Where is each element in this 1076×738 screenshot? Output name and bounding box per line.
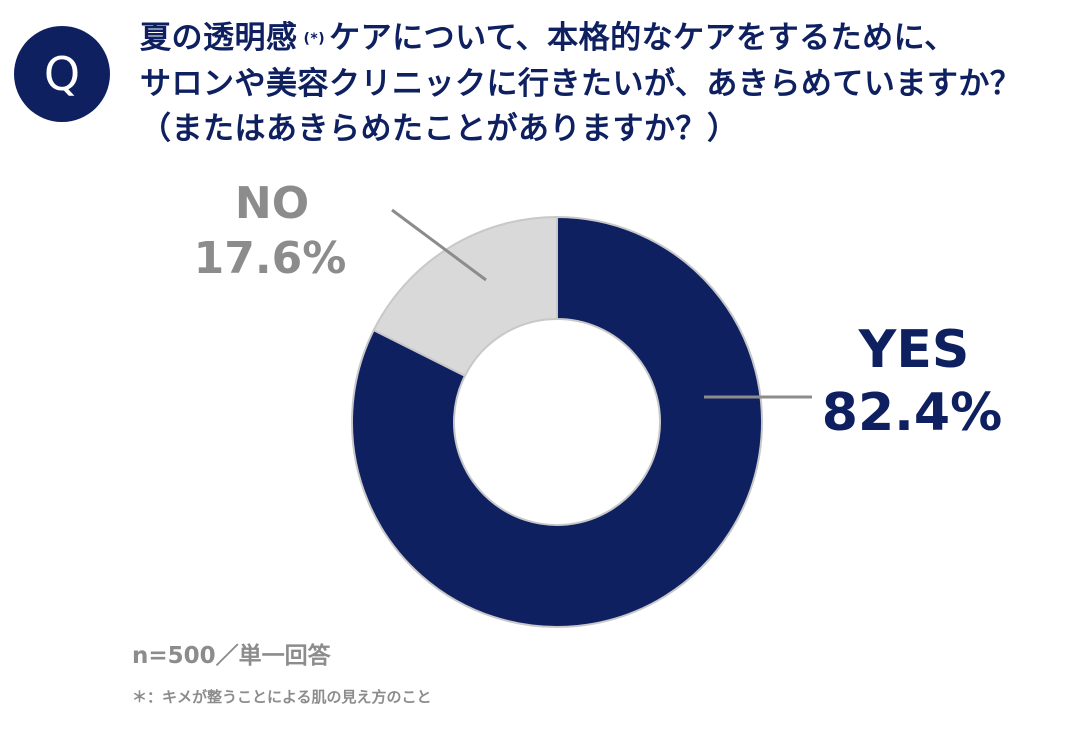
donut-slice-yes (351, 215, 763, 628)
question-line-1: 夏の透明感 (*) ケアについて、本格的なケアをするために、 (140, 16, 1070, 62)
sample-size-note: n=500／単一回答 (132, 643, 331, 669)
question-badge: Q (14, 26, 110, 122)
footnote: ＊：キメが整うことによる肌の見え方のこと (132, 688, 432, 706)
question-text: 夏の透明感 (*) ケアについて、本格的なケアをするために、 サロンや美容クリニック… (140, 16, 1070, 152)
question-note-mark: (*) (303, 31, 326, 47)
slice-label-yes-name: YES (858, 320, 970, 380)
slice-label-no-value: 17.6% (194, 233, 347, 284)
donut-slices (351, 215, 763, 628)
slice-label-no-name: NO (235, 178, 309, 229)
leader-line-no (391, 208, 487, 282)
question-line-2: サロンや美容クリニックに行きたいが、あきらめていますか？ (140, 66, 1022, 102)
question-line-1-b: ケアについて、本格的なケアをするために、 (329, 20, 956, 56)
question-line-3: （またはあきらめたことがありますか？） (140, 111, 739, 147)
question-badge-letter: Q (43, 47, 81, 101)
question-line-1-a: 夏の透明感 (140, 20, 298, 56)
slice-label-yes-value: 82.4% (822, 383, 1002, 443)
donut-slice-no (372, 215, 558, 378)
